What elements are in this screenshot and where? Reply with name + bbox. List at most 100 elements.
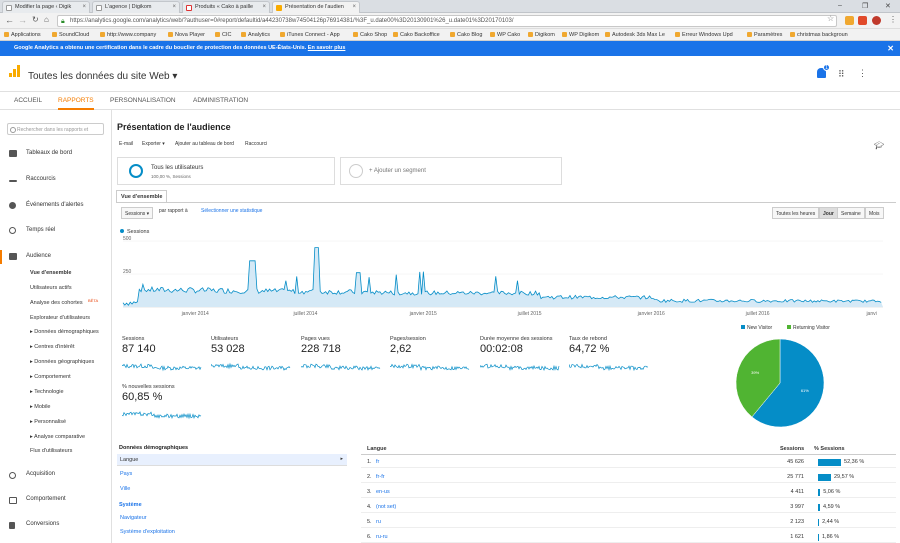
language-link[interactable]: fr: [376, 459, 380, 465]
notification-icon[interactable]: [817, 68, 826, 78]
bookmark[interactable]: christmas backgroun: [790, 32, 848, 38]
metric-select[interactable]: Sessions ▾: [121, 207, 154, 219]
close-icon[interactable]: ✕: [887, 44, 894, 53]
bookmark[interactable]: Analytics: [241, 32, 270, 38]
period-week-button[interactable]: Semaine: [837, 207, 865, 219]
browser-tab[interactable]: Modifier la page ‹ Digik ×: [2, 1, 90, 13]
bookmark[interactable]: iTunes Connect - App: [280, 32, 340, 38]
sidebar-item-tableaux[interactable]: Tableaux de bord: [26, 150, 73, 156]
search-input[interactable]: Rechercher dans les rapports et: [7, 123, 104, 135]
sidebar-sub-item[interactable]: Analyse des cohortes: [30, 300, 83, 306]
sidebar-sub-item[interactable]: ▸ Centres d'intérêt: [30, 344, 75, 350]
bookmark[interactable]: Cako Blog: [450, 32, 482, 38]
email-button[interactable]: E-mail: [119, 141, 134, 147]
extension-icon[interactable]: [845, 16, 854, 25]
bookmark[interactable]: Cako Backoffice: [393, 32, 440, 38]
browser-tab[interactable]: Produits « Cako à paille ×: [182, 1, 270, 13]
bookmark[interactable]: WP Digikom: [562, 32, 599, 38]
dim-link-os[interactable]: Système d'exploitation: [120, 529, 175, 535]
minimize-icon[interactable]: –: [838, 2, 842, 9]
dim-row-langue[interactable]: Langue ▸: [117, 454, 347, 466]
period-month-button[interactable]: Mois: [865, 207, 884, 219]
close-window-icon[interactable]: ✕: [885, 3, 891, 10]
metric-avg-duration[interactable]: Durée moyenne des sessions 00:02:08: [480, 336, 566, 378]
apps-grid-icon[interactable]: ⠿: [838, 69, 845, 79]
tab-overview[interactable]: Vue d'ensemble: [116, 190, 168, 202]
sidebar-sub-item[interactable]: ▸ Personnalisé: [30, 419, 67, 425]
sidebar-item-evenements[interactable]: Événements d'alertes: [26, 202, 84, 208]
close-icon[interactable]: ×: [262, 4, 266, 10]
language-link[interactable]: fr-fr: [376, 474, 385, 480]
tab-rapports[interactable]: RAPPORTS: [58, 97, 94, 110]
sidebar-sub-item[interactable]: Flux d'utilisateurs: [30, 448, 73, 454]
pie-slice[interactable]: [751, 338, 825, 428]
metric-users[interactable]: Utilisateurs 53 028: [211, 336, 297, 378]
close-icon[interactable]: ×: [352, 4, 356, 10]
property-selector[interactable]: Toutes les données du site Web ▾: [28, 71, 178, 82]
sidebar-sub-overview[interactable]: Vue d'ensemble: [30, 270, 72, 276]
sidebar-sub-item[interactable]: ▸ Données démographiques: [30, 329, 99, 335]
star-icon[interactable]: ☆: [827, 14, 835, 23]
sidebar-sub-item[interactable]: ▸ Technologie: [30, 389, 64, 395]
language-link[interactable]: ru: [376, 519, 381, 525]
bookmark[interactable]: Digikom: [528, 32, 555, 38]
sidebar-item-temps-reel[interactable]: Temps réel: [26, 227, 56, 233]
bookmark[interactable]: Autodesk 3ds Max Le: [605, 32, 665, 38]
sidebar-item-conversions[interactable]: Conversions: [26, 521, 60, 527]
dim-link-ville[interactable]: Ville: [120, 486, 131, 492]
maximize-icon[interactable]: ❐: [862, 3, 869, 10]
bookmark[interactable]: SoundCloud: [52, 32, 89, 38]
language-link[interactable]: (not set): [376, 504, 397, 510]
sidebar-item-acquisition[interactable]: Acquisition: [26, 471, 56, 477]
metric-sessions[interactable]: Sessions 87 140: [122, 336, 208, 378]
bookmark[interactable]: Paramètres: [747, 32, 782, 38]
add-to-dashboard-button[interactable]: Ajouter au tableau de bord: [175, 141, 234, 147]
bookmark[interactable]: http://www.company: [100, 32, 156, 38]
add-segment[interactable]: + Ajouter un segment: [340, 157, 562, 185]
bookmark[interactable]: Nova Player: [168, 32, 205, 38]
menu-icon[interactable]: ⋮: [889, 15, 897, 24]
url-input[interactable]: 🔒︎ https://analytics.google.com/analytics…: [57, 15, 837, 27]
export-button[interactable]: Exporter ▾: [142, 141, 165, 147]
language-link[interactable]: ru-ru: [376, 534, 388, 540]
tab-administration[interactable]: ADMINISTRATION: [193, 97, 249, 104]
help-icon[interactable]: 🎓︎: [874, 141, 885, 150]
bookmark[interactable]: CIC: [215, 32, 231, 38]
shortcut-button[interactable]: Raccourci: [245, 141, 268, 147]
metric-bounce-rate[interactable]: Taux de rebond 64,72 %: [569, 336, 655, 378]
sidebar-sub-item[interactable]: Utilisateurs actifs: [30, 285, 72, 291]
sidebar-sub-item[interactable]: ▸ Comportement: [30, 374, 71, 380]
learn-more-link[interactable]: En savoir plus: [307, 45, 346, 51]
metric-pages-session[interactable]: Pages/session 2,62: [390, 336, 476, 378]
browser-tab-active[interactable]: Présentation de l'audien ×: [272, 1, 360, 13]
sidebar-sub-item[interactable]: ▸ Données géographiques: [30, 359, 95, 365]
sidebar-item-comportement[interactable]: Comportement: [26, 496, 66, 502]
segment-all-users[interactable]: Tous les utilisateurs 100,00 %, Sessions: [117, 157, 335, 185]
tab-personnalisation[interactable]: PERSONNALISATION: [110, 97, 176, 104]
close-icon[interactable]: ×: [82, 4, 86, 10]
period-day-button[interactable]: Jour: [819, 207, 838, 219]
forward-icon[interactable]: →: [18, 15, 27, 25]
extension-icon[interactable]: [872, 16, 881, 25]
dim-link-pays[interactable]: Pays: [120, 471, 133, 477]
period-hour-button[interactable]: Toutes les heures: [772, 207, 820, 219]
sidebar-sub-item[interactable]: ▸ Analyse comparative: [30, 434, 86, 440]
bookmark[interactable]: WP Cako: [490, 32, 520, 38]
close-icon[interactable]: ×: [172, 4, 176, 10]
pie-slice[interactable]: [735, 338, 781, 418]
sidebar-sub-item[interactable]: ▸ Mobile: [30, 404, 51, 410]
sidebar-item-raccourcis[interactable]: Raccourcis: [26, 176, 56, 182]
bookmark[interactable]: Cako Shop: [353, 32, 387, 38]
dim-link-browser[interactable]: Navigateur: [120, 515, 147, 521]
metric-pageviews[interactable]: Pages vues 228 718: [301, 336, 387, 378]
extension-icon[interactable]: [858, 16, 867, 25]
tab-accueil[interactable]: ACCUEIL: [14, 97, 43, 104]
language-link[interactable]: en-us: [376, 489, 390, 495]
sidebar-sub-item[interactable]: Explorateur d'utilisateurs: [30, 315, 91, 321]
bookmark[interactable]: Applications: [4, 32, 41, 38]
home-icon[interactable]: ⌂: [44, 15, 49, 24]
back-icon[interactable]: ←: [5, 15, 14, 25]
bookmark[interactable]: Erreur Windows Upd: [675, 32, 733, 38]
select-stat-link[interactable]: Sélectionner une statistique: [201, 208, 263, 214]
sidebar-item-audience[interactable]: Audience: [26, 253, 52, 259]
